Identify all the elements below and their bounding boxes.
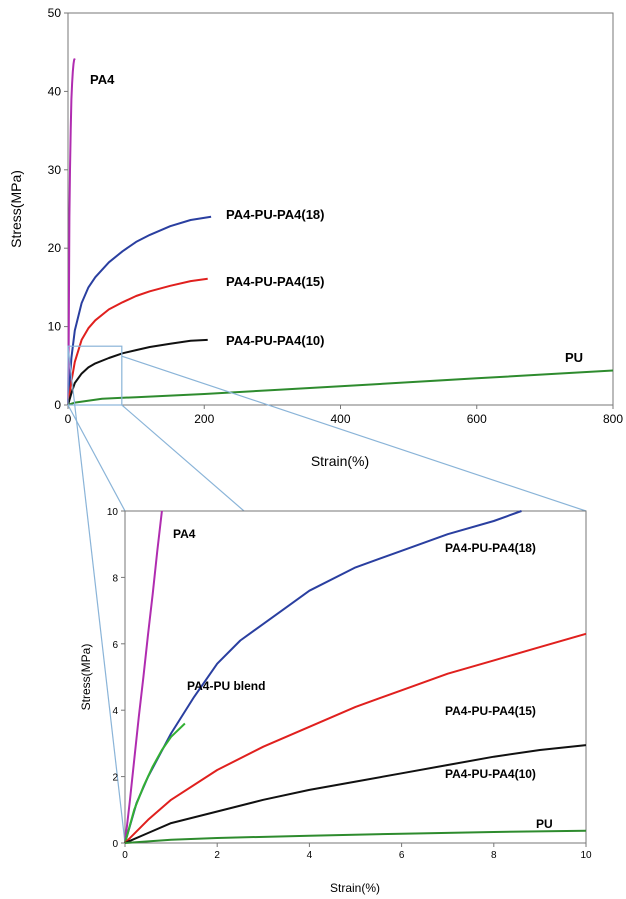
inset-label-pa4-pu-blend: PA4-PU blend	[187, 679, 265, 693]
main-series-pa4-pu-pa4-10	[67, 338, 208, 406]
zoom-connectors	[67, 346, 587, 844]
inset-label-pu: PU	[536, 817, 553, 831]
main-label-pa4-pu-pa4-18: PA4-PU-PA4(18)	[226, 207, 324, 222]
inset-x-tick-label: 2	[214, 850, 220, 861]
inset-chart: 0 2 4 6 8 10 0 2 4 6 8 10 Strain(%) Stress(MPa) PA…	[79, 507, 592, 895]
main-chart: 0 10 20 30 40 50 0 200 400 600 800 Strain(%) Stre…	[8, 6, 623, 469]
inset-series-lines	[124, 510, 587, 844]
inset-series-pa4	[124, 510, 163, 844]
main-label-pa4-pu-pa4-10: PA4-PU-PA4(10)	[226, 333, 324, 348]
inset-x-tick-label: 6	[399, 850, 405, 861]
main-series-pu	[67, 369, 614, 406]
main-y-tick-label: 0	[54, 398, 61, 412]
main-x-ticks: 0 200 400 600 800	[65, 405, 623, 426]
inset-x-tick-label: 4	[307, 850, 313, 861]
zoom-connector-line	[67, 346, 126, 844]
main-y-tick-label: 30	[48, 163, 62, 177]
inset-y-ticks: 0 2 4 6 8 10	[107, 507, 125, 850]
main-x-axis-label: Strain(%)	[311, 453, 369, 469]
inset-y-tick-label: 8	[112, 573, 118, 584]
main-series-pa4-pu-pa4-15	[67, 277, 208, 406]
inset-y-tick-label: 4	[112, 706, 118, 717]
main-plot-frame	[67, 12, 614, 406]
inset-series-pa4-pu-pa4-15	[124, 632, 587, 844]
main-x-tick-label: 800	[603, 412, 623, 426]
main-y-tick-label: 20	[48, 241, 62, 255]
zoom-connector-line	[67, 404, 126, 512]
main-x-tick-label: 600	[467, 412, 487, 426]
inset-y-tick-label: 6	[112, 640, 118, 651]
inset-x-ticks: 0 2 4 6 8 10	[122, 843, 592, 861]
inset-series-pa4-pu-blend	[124, 722, 186, 844]
inset-y-tick-label: 10	[107, 507, 119, 518]
main-series-pa4-pu-pa4-18	[67, 215, 212, 406]
main-label-pu: PU	[565, 350, 583, 365]
main-y-ticks: 0 10 20 30 40 50	[48, 6, 68, 412]
inset-label-pa4-pu-pa4-18: PA4-PU-PA4(18)	[445, 541, 536, 555]
inset-y-axis-label: Stress(MPa)	[79, 644, 93, 711]
main-series-pa4	[67, 58, 76, 406]
zoom-connector-line	[121, 355, 587, 512]
main-y-tick-label: 10	[48, 320, 62, 334]
inset-label-pa4-pu-pa4-10: PA4-PU-PA4(10)	[445, 767, 536, 781]
main-y-tick-label: 50	[48, 6, 62, 20]
inset-y-tick-label: 0	[112, 839, 118, 850]
main-x-tick-label: 200	[194, 412, 214, 426]
inset-region-box	[67, 345, 123, 406]
inset-series-pu	[124, 829, 587, 844]
main-y-axis-label: Stress(MPa)	[8, 170, 24, 248]
inset-x-tick-label: 0	[122, 850, 128, 861]
main-x-tick-label: 400	[330, 412, 350, 426]
inset-y-tick-label: 2	[112, 773, 118, 784]
inset-plot-frame	[124, 510, 587, 844]
inset-x-tick-label: 10	[580, 850, 592, 861]
inset-series-pa4-pu-pa4-10	[124, 744, 587, 844]
inset-x-axis-label: Strain(%)	[330, 881, 380, 895]
zoom-connector-line	[121, 404, 245, 512]
main-y-tick-label: 40	[48, 84, 62, 98]
main-label-pa4: PA4	[90, 72, 115, 87]
inset-label-pa4: PA4	[173, 527, 196, 541]
main-series-lines	[67, 58, 614, 406]
inset-label-pa4-pu-pa4-15: PA4-PU-PA4(15)	[445, 704, 536, 718]
main-x-tick-label: 0	[65, 412, 72, 426]
main-label-pa4-pu-pa4-15: PA4-PU-PA4(15)	[226, 274, 324, 289]
inset-x-tick-label: 8	[491, 850, 497, 861]
